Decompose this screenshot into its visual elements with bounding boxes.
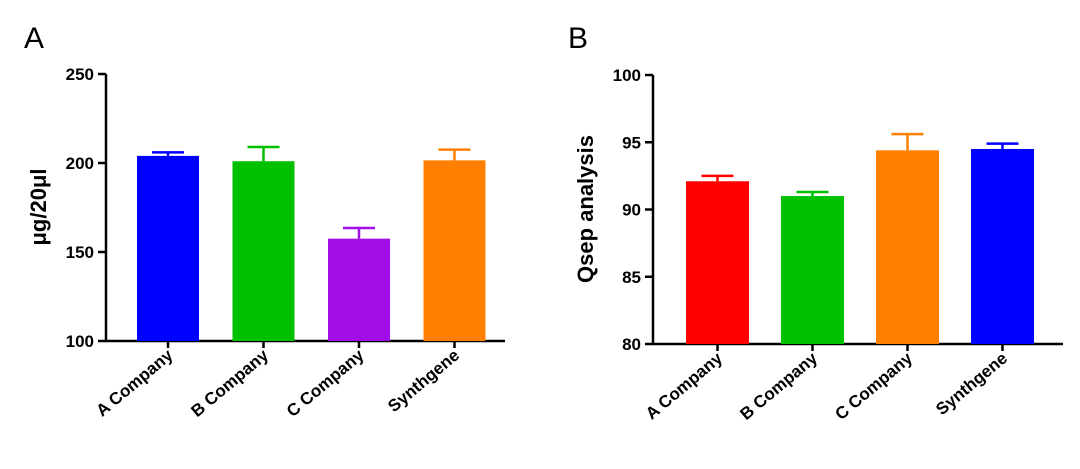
panel-b-bar (781, 196, 844, 344)
panel-a-y-tick-label: 100 (66, 332, 94, 351)
panel-a-y-tick-label: 250 (66, 65, 94, 84)
panel-b-bar (971, 148, 1034, 344)
panel-a-label: A (24, 22, 44, 55)
panel-b-x-tick-label: B Company (736, 348, 821, 424)
panel-b-y-tick-label: 90 (622, 201, 641, 220)
panel-a-y-tick-label: 150 (66, 243, 94, 262)
panel-b-bar (686, 181, 749, 344)
panel-b-y-tick-label: 85 (622, 268, 641, 287)
panel-b-y-axis-title: Qsep analysis (573, 135, 598, 283)
panel-b-x-tick-label: A Company (642, 348, 727, 423)
panel-b-y-tick-label: 80 (622, 335, 641, 354)
panel-a-y-tick-label: 200 (66, 154, 94, 173)
panel-a-bar (423, 160, 486, 341)
panel-a-bar (137, 155, 199, 341)
panel-b-x-tick-label: Synthgene (932, 349, 1011, 419)
panel-b-y-tick-label: 100 (613, 66, 641, 85)
panel-b-bar (876, 150, 939, 344)
panel-b-x-tick-label: C Company (831, 348, 916, 424)
panel-a-x-tick-label: Synthgene (384, 346, 463, 416)
panel-a-y-axis-title: μg/20μl (26, 168, 51, 245)
panel-a-x-tick-label: B Company (187, 345, 272, 421)
panel-a-x-tick-label: A Company (92, 345, 177, 420)
panel-b-label: B (568, 22, 588, 55)
panel-a-bar (328, 238, 390, 341)
panel-b-y-tick-label: 95 (622, 133, 641, 152)
panel-a-x-tick-label: C Company (283, 345, 368, 421)
panel-a-bar (232, 161, 295, 341)
panel-b: B Qsep analysis 80 85 90 95 100 A Company B Co… (568, 22, 1063, 424)
panel-a: A μg/20μl 100 150 200 250 A Company B Company… (24, 22, 505, 421)
